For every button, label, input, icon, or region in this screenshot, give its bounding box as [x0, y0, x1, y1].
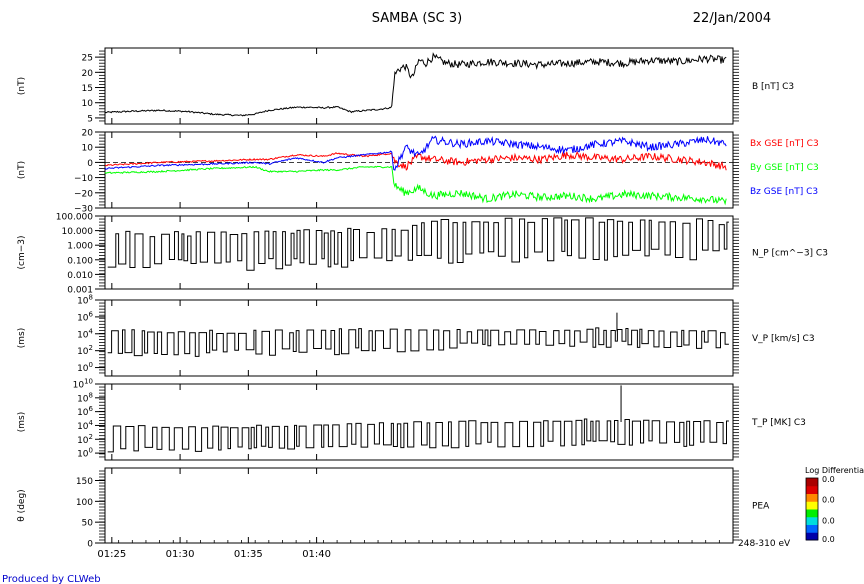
x-tick-label: 01:25	[97, 549, 126, 560]
y-tick-label: −20	[74, 189, 93, 199]
panel-frame	[104, 215, 734, 290]
y-tick-label: 150	[76, 477, 93, 487]
colorbar-segment	[806, 509, 818, 518]
y-tick-label: 50	[82, 519, 94, 529]
panel-NP: 0.001 0.010 0.100 1.000 10.000 100.000 (cm−3) N…	[17, 213, 828, 296]
y-tick-label: 1010	[73, 378, 93, 391]
panel-frame	[104, 131, 734, 209]
series-label: T_P [MK] C3	[751, 418, 806, 428]
y-tick-label: 0	[87, 159, 93, 169]
series-line	[107, 327, 729, 357]
footer-credit[interactable]: Produced by CLWeb	[2, 574, 101, 584]
legend-entry: Bx GSE [nT] C3	[750, 139, 819, 149]
y-tick-label: −30	[74, 205, 93, 215]
series-line	[107, 217, 729, 271]
y-tick-label: −10	[74, 174, 93, 184]
panel-PEA: 0 50 100 150 θ (deg) PEA	[17, 467, 770, 550]
y-tick-label: 1.000	[67, 242, 93, 252]
y-tick-label: 10	[82, 144, 94, 154]
y-tick-label: 106	[77, 310, 93, 323]
colorbar-frame	[805, 477, 819, 541]
chart-title: SAMBA (SC 3)	[372, 11, 462, 26]
legend-entry: Bz GSE [nT] C3	[750, 187, 818, 197]
colorbar-segment	[806, 493, 818, 502]
panel-BGSE: −30 −20 −10 0 10 20 (nT) Bx GSE [nT] C3 By GSE […	[17, 129, 819, 215]
series-label: PEA	[752, 502, 770, 512]
y-tick-label: 5	[87, 114, 93, 124]
y-tick-label: 100	[77, 361, 93, 374]
series-label: B [nT] C3	[752, 82, 794, 92]
y-tick-label: 10	[82, 99, 94, 109]
y-axis-label: (cm−3)	[17, 235, 27, 269]
panel-frame	[104, 383, 734, 461]
series-line-bz	[104, 135, 727, 171]
y-axis-label: (nT)	[17, 77, 27, 95]
series-line-b	[104, 52, 727, 117]
series-label: V_P [km/s] C3	[752, 334, 815, 344]
y-axis-label: (ms)	[17, 412, 27, 432]
colorbar-title: Log Differential	[805, 466, 864, 475]
y-axis-label: (ms)	[17, 328, 27, 348]
panel-frame	[104, 299, 734, 377]
y-tick-label: 20	[82, 69, 94, 79]
colorbar-tick-label: 0.0	[822, 535, 835, 544]
colorbar-segment	[806, 485, 818, 494]
y-tick-label: 0.010	[67, 271, 93, 281]
series-line	[107, 418, 729, 453]
y-tick-label: 15	[82, 84, 93, 94]
x-tick-label: 01:40	[302, 549, 331, 560]
y-tick-label: 0.100	[67, 256, 93, 266]
y-tick-label: 100	[77, 447, 93, 460]
colorbar-tick-label: 0.0	[822, 516, 835, 525]
y-tick-label: 106	[77, 405, 93, 418]
y-tick-label: 25	[82, 54, 93, 64]
y-tick-label: 0	[87, 540, 93, 550]
y-tick-label: 10.000	[62, 227, 94, 237]
colorbar-segment	[806, 501, 818, 510]
y-tick-label: 102	[77, 344, 93, 357]
y-tick-label: 102	[77, 433, 93, 446]
y-tick-label: 100.000	[56, 213, 93, 223]
colorbar-segment	[806, 532, 818, 541]
energy-range: 248-310 eV	[738, 539, 791, 549]
x-tick-label: 01:30	[166, 549, 195, 560]
series-line-by	[104, 165, 727, 206]
panel-frame	[104, 47, 734, 125]
panel-frame	[104, 467, 734, 544]
y-tick-label: 108	[77, 391, 93, 404]
chart-date: 22/Jan/2004	[693, 11, 771, 26]
series-label: N_P [cm^−3] C3	[752, 249, 828, 259]
y-tick-label: 104	[77, 419, 93, 432]
colorbar-tick-label: 0.0	[822, 496, 835, 505]
colorbar-tick-label: 0.0	[822, 475, 835, 484]
y-tick-label: 104	[77, 327, 93, 340]
y-tick-label: 0.001	[67, 286, 93, 296]
x-tick-label: 01:35	[234, 549, 263, 560]
colorbar-segment	[806, 516, 818, 525]
colorbar-segment	[806, 478, 818, 487]
x-axis: 01:25 01:30 01:35 01:40	[97, 48, 734, 560]
series-line-bx	[104, 151, 727, 171]
y-axis-label: θ (deg)	[17, 489, 27, 521]
colorbar-segment	[806, 524, 818, 533]
legend-entry: By GSE [nT] C3	[750, 163, 819, 173]
y-tick-label: 20	[82, 129, 94, 139]
y-tick-label: 100	[76, 498, 93, 508]
panel-B: 5 10 15 20 25 (nT) B [nT] C3	[17, 47, 794, 125]
y-axis-label: (nT)	[17, 161, 27, 179]
